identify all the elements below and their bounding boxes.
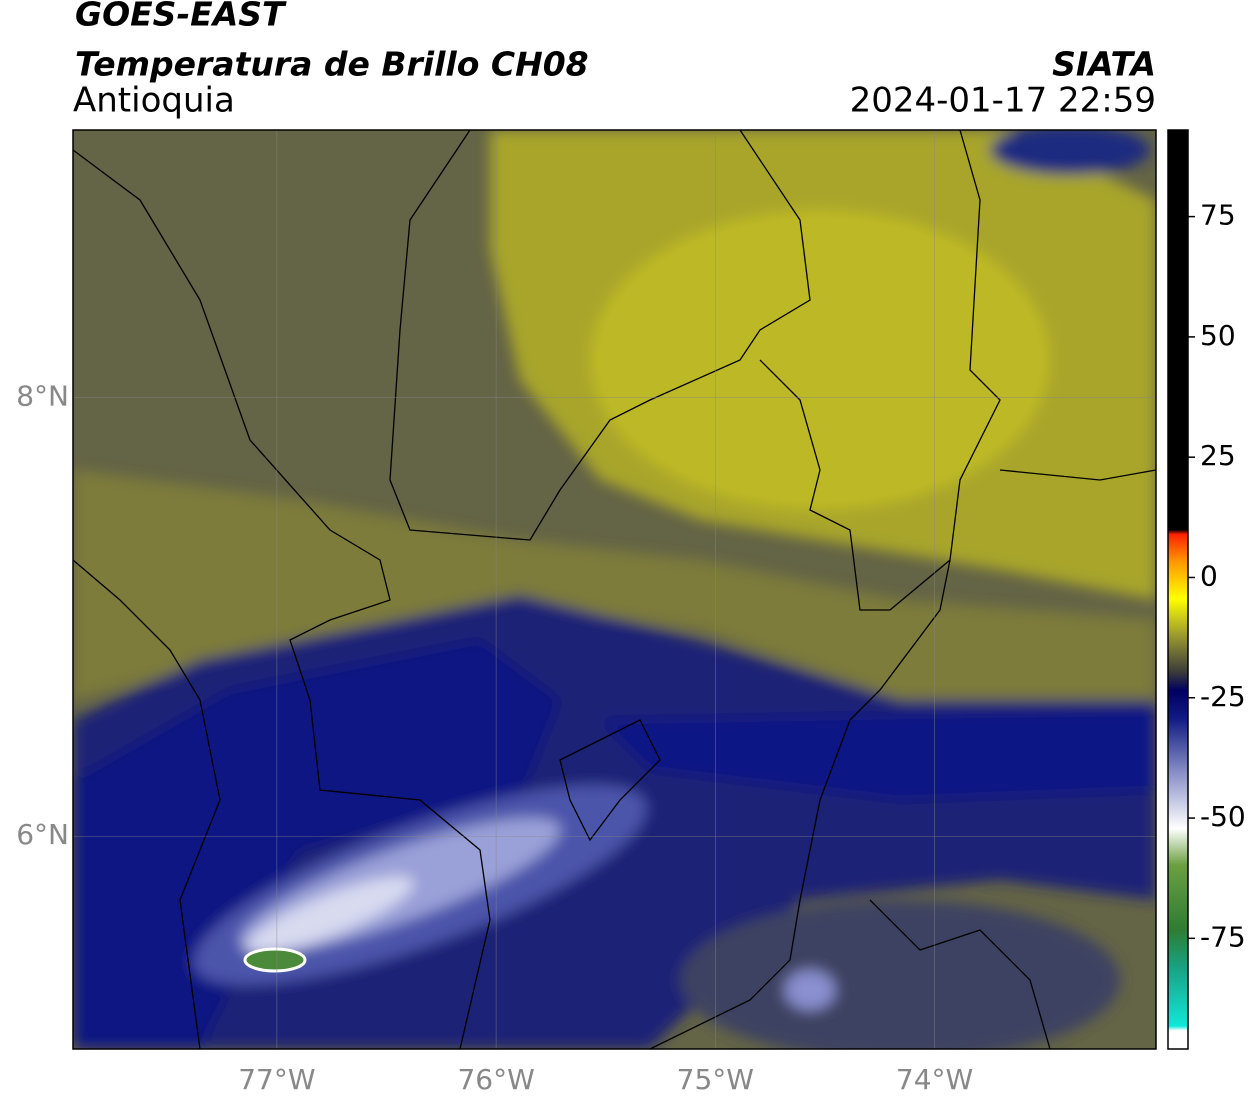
imagery bbox=[73, 130, 1156, 1049]
x-tick-label: 76°W bbox=[457, 1063, 534, 1096]
colorbar-tick-label: -25 bbox=[1200, 680, 1246, 713]
map-frame bbox=[72, 129, 1157, 1050]
colorbar-tick-label: 25 bbox=[1200, 439, 1236, 472]
source: SIATA bbox=[1052, 45, 1156, 84]
region: Antioquia bbox=[73, 81, 235, 121]
datetime: 2024-01-17 22:59 bbox=[850, 81, 1156, 121]
subtitle: Temperatura de Brillo CH08 bbox=[75, 45, 589, 84]
x-tick-label: 77°W bbox=[238, 1063, 315, 1096]
y-tick-label: 8°N bbox=[16, 380, 69, 413]
colorbar bbox=[1167, 129, 1189, 1050]
x-tick-label: 74°W bbox=[896, 1063, 973, 1096]
colorbar-tick-label: -75 bbox=[1200, 920, 1246, 953]
title: GOES-EAST bbox=[75, 0, 287, 34]
colorbar-tick-label: -50 bbox=[1200, 800, 1246, 833]
y-tick-label: 6°N bbox=[16, 818, 69, 851]
colorbar-tick-label: 75 bbox=[1200, 199, 1236, 232]
x-tick-label: 75°W bbox=[677, 1063, 754, 1096]
colorbar-tick-label: 0 bbox=[1200, 559, 1218, 592]
colorbar-tick-label: 50 bbox=[1200, 319, 1236, 352]
